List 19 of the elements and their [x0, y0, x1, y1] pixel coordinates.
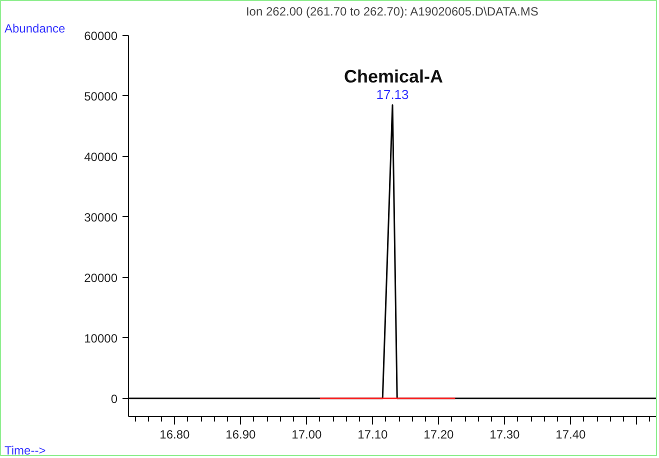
y-tick-label: 50000	[84, 89, 118, 104]
x-axis-title: Time-->	[4, 444, 46, 458]
y-tick-label: 30000	[84, 210, 118, 224]
x-tick-label: 17.10	[358, 428, 388, 442]
y-axis-title: Abundance	[4, 22, 66, 36]
annotation: Chemical-A	[344, 66, 444, 86]
annotation: 17.13	[376, 87, 409, 102]
y-tick-label: 20000	[84, 270, 118, 285]
y-tick-label: 40000	[84, 150, 118, 164]
x-tick-label: 17.30	[490, 428, 520, 442]
x-tick-label: 17.40	[556, 428, 586, 442]
y-tick-label: 10000	[84, 331, 118, 346]
x-tick-label: 16.90	[226, 428, 256, 442]
x-tick-label: 16.80	[160, 428, 190, 442]
x-tick-label: 17.20	[424, 428, 454, 442]
y-tick-label: 60000	[84, 29, 118, 43]
y-tick-label: 0	[110, 392, 118, 406]
chart-title: Ion 262.00 (261.70 to 262.70): A19020605.D\DATA.MS	[246, 4, 538, 18]
x-tick-label: 17.00	[292, 428, 322, 442]
